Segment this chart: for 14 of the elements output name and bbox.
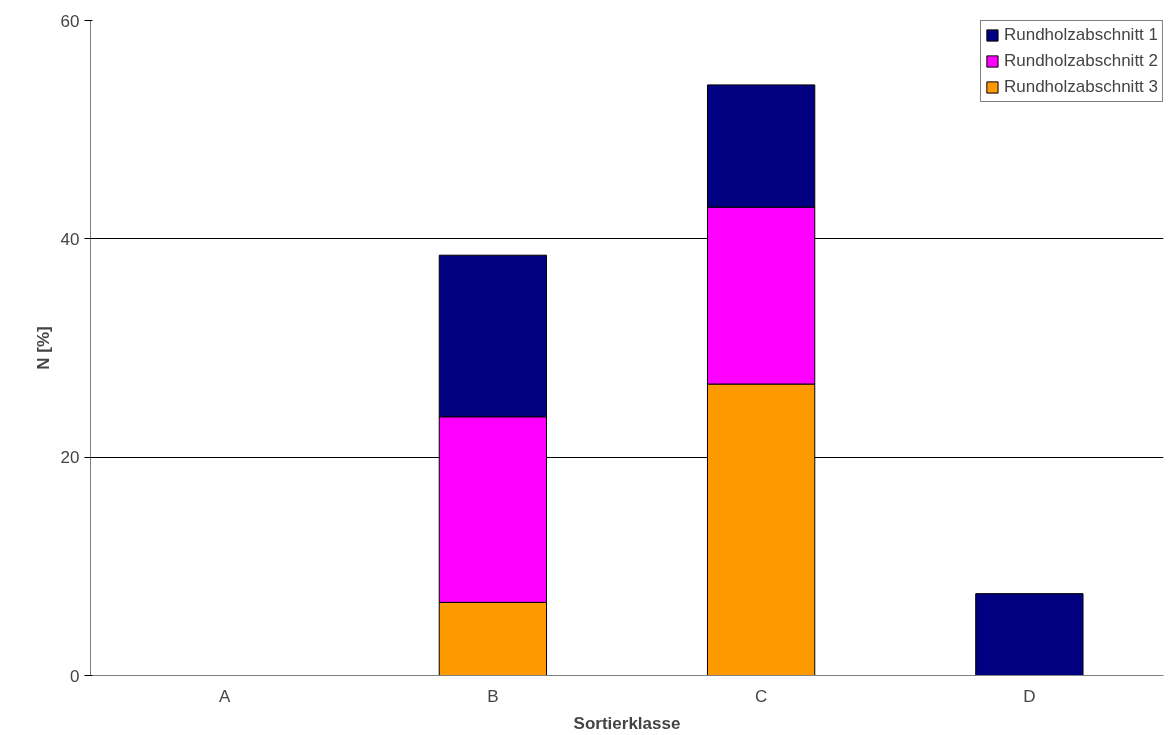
y-tick-label: 60: [60, 11, 80, 31]
bar: [975, 593, 1084, 676]
legend-label: Rundholzabschnitt 3: [1003, 77, 1158, 97]
x-tick-label: B: [487, 686, 499, 706]
x-tick-label: A: [218, 686, 231, 706]
legend-label: Rundholzabschnitt 1: [1003, 25, 1158, 45]
x-axis-title: Sortierklasse: [573, 713, 681, 733]
legend-label: Rundholzabschnitt 2: [1003, 51, 1158, 71]
y-axis-title: N [%]: [33, 326, 53, 370]
y-tick-label: 20: [60, 448, 80, 468]
y-tick-label: 0: [70, 666, 80, 686]
x-tick-label: C: [754, 686, 768, 706]
y-tick-label: 40: [60, 229, 80, 249]
x-tick-label: D: [1023, 686, 1036, 706]
